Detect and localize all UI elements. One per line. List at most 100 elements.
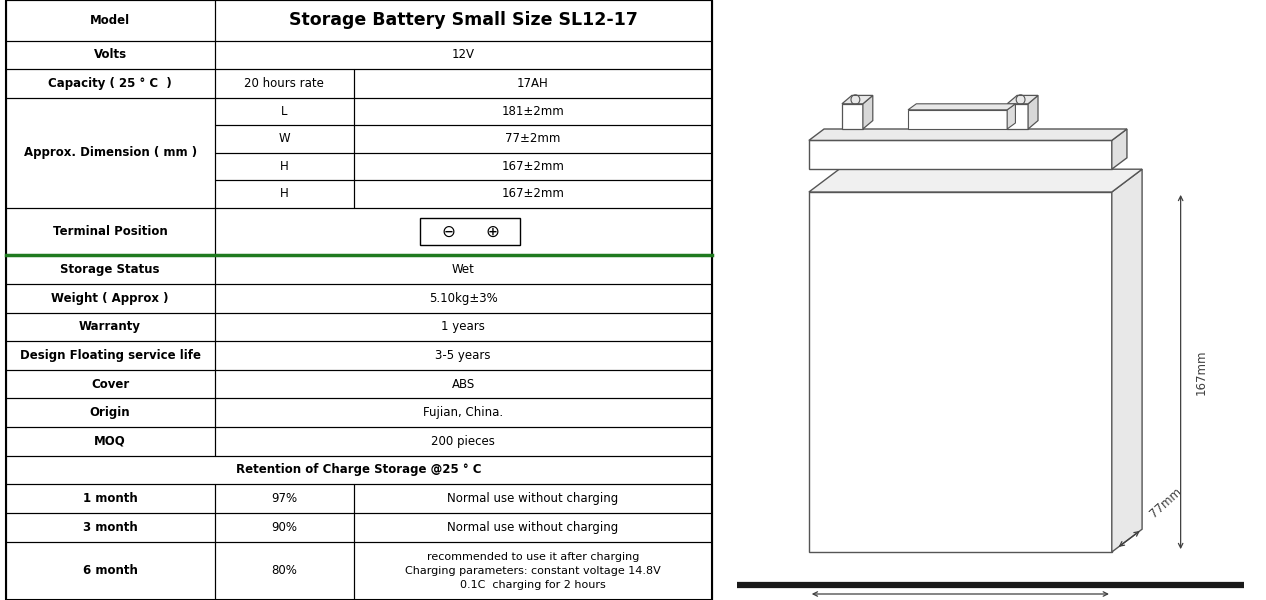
Text: 97%: 97% xyxy=(271,492,298,505)
Polygon shape xyxy=(1008,104,1028,129)
Text: Wet: Wet xyxy=(452,263,475,276)
Polygon shape xyxy=(863,95,872,129)
Bar xyxy=(6,484,214,513)
Bar xyxy=(420,218,520,245)
Text: Design Floating service life: Design Floating service life xyxy=(20,349,200,362)
Text: Weight ( Approx ): Weight ( Approx ) xyxy=(52,292,168,305)
Text: 200 pieces: 200 pieces xyxy=(432,435,495,448)
Bar xyxy=(354,484,711,513)
Text: 6 month: 6 month xyxy=(82,564,138,577)
Bar xyxy=(214,152,354,180)
Text: Retention of Charge Storage @25 ° C: Retention of Charge Storage @25 ° C xyxy=(235,463,481,476)
Bar xyxy=(214,370,711,398)
Bar xyxy=(6,341,214,370)
Bar xyxy=(354,542,711,600)
Polygon shape xyxy=(908,110,1008,129)
Bar xyxy=(6,284,214,313)
Bar xyxy=(214,313,711,341)
Polygon shape xyxy=(842,95,872,104)
Bar xyxy=(6,41,214,69)
Bar xyxy=(214,284,711,313)
Text: 167±2mm: 167±2mm xyxy=(501,160,565,173)
Bar xyxy=(6,398,214,427)
Bar xyxy=(6,542,214,600)
Bar xyxy=(354,69,711,98)
Text: 90%: 90% xyxy=(271,521,298,534)
Polygon shape xyxy=(809,169,1142,192)
Bar xyxy=(354,513,711,542)
Text: ⊕: ⊕ xyxy=(485,223,499,241)
Bar xyxy=(6,313,214,341)
Polygon shape xyxy=(1028,95,1038,129)
Text: recommended to use it after charging
Charging parameters: constant voltage 14.8V: recommended to use it after charging Cha… xyxy=(405,552,661,590)
Text: MOQ: MOQ xyxy=(94,435,127,448)
Bar xyxy=(6,427,214,455)
Polygon shape xyxy=(809,192,1112,552)
Bar xyxy=(214,255,711,284)
Text: Fujian, China.: Fujian, China. xyxy=(423,406,503,419)
Text: 20 hours rate: 20 hours rate xyxy=(244,77,324,90)
Bar xyxy=(214,542,354,600)
Text: ⊖: ⊖ xyxy=(442,223,456,241)
Bar xyxy=(214,427,711,455)
Text: Approx. Dimension ( mm ): Approx. Dimension ( mm ) xyxy=(24,146,196,159)
Bar xyxy=(354,98,711,125)
Text: 3 month: 3 month xyxy=(82,521,138,534)
Text: Storage Status: Storage Status xyxy=(61,263,160,276)
Polygon shape xyxy=(1008,95,1038,104)
Text: 77±2mm: 77±2mm xyxy=(505,133,561,145)
Bar xyxy=(214,208,711,255)
Text: Warranty: Warranty xyxy=(80,320,141,334)
Bar xyxy=(354,180,711,208)
Bar xyxy=(214,98,354,125)
Text: Model: Model xyxy=(90,14,130,27)
Bar xyxy=(6,69,214,98)
Text: 3-5 years: 3-5 years xyxy=(436,349,491,362)
Polygon shape xyxy=(1112,169,1142,552)
Polygon shape xyxy=(908,104,1015,110)
Text: 17AH: 17AH xyxy=(517,77,548,90)
Bar xyxy=(354,125,711,152)
Text: Normal use without charging: Normal use without charging xyxy=(447,492,619,505)
Bar xyxy=(6,455,711,484)
Text: Capacity ( 25 ° C  ): Capacity ( 25 ° C ) xyxy=(48,77,172,90)
Bar xyxy=(6,0,214,41)
Polygon shape xyxy=(809,140,1112,169)
Text: 1 years: 1 years xyxy=(442,320,485,334)
Text: 5.10kg±3%: 5.10kg±3% xyxy=(429,292,498,305)
Bar xyxy=(6,208,214,255)
Bar xyxy=(214,484,354,513)
Bar xyxy=(6,370,214,398)
Bar xyxy=(6,513,214,542)
Bar xyxy=(214,0,711,41)
Text: 77mm: 77mm xyxy=(1147,485,1185,520)
Bar xyxy=(6,255,214,284)
Bar xyxy=(354,152,711,180)
Text: Volts: Volts xyxy=(94,49,127,61)
Text: 1 month: 1 month xyxy=(82,492,138,505)
Text: Storage Battery Small Size SL12-17: Storage Battery Small Size SL12-17 xyxy=(289,11,638,29)
Text: ABS: ABS xyxy=(452,377,475,391)
Text: Cover: Cover xyxy=(91,377,129,391)
Text: H: H xyxy=(280,160,289,173)
Polygon shape xyxy=(842,104,863,129)
Text: 12V: 12V xyxy=(452,49,475,61)
Bar xyxy=(214,513,354,542)
Text: 181±2mm: 181±2mm xyxy=(501,105,565,118)
Polygon shape xyxy=(1008,104,1015,129)
Text: W: W xyxy=(279,133,290,145)
Bar xyxy=(214,180,354,208)
Text: Normal use without charging: Normal use without charging xyxy=(447,521,619,534)
Bar xyxy=(6,98,214,208)
Text: 167mm: 167mm xyxy=(1194,349,1208,395)
Text: H: H xyxy=(280,187,289,200)
Bar xyxy=(214,125,354,152)
Polygon shape xyxy=(809,129,1127,140)
Polygon shape xyxy=(1112,129,1127,169)
Bar xyxy=(214,398,711,427)
Text: 167±2mm: 167±2mm xyxy=(501,187,565,200)
Text: 80%: 80% xyxy=(271,564,298,577)
Bar xyxy=(214,41,711,69)
Text: L: L xyxy=(281,105,287,118)
Bar xyxy=(214,69,354,98)
